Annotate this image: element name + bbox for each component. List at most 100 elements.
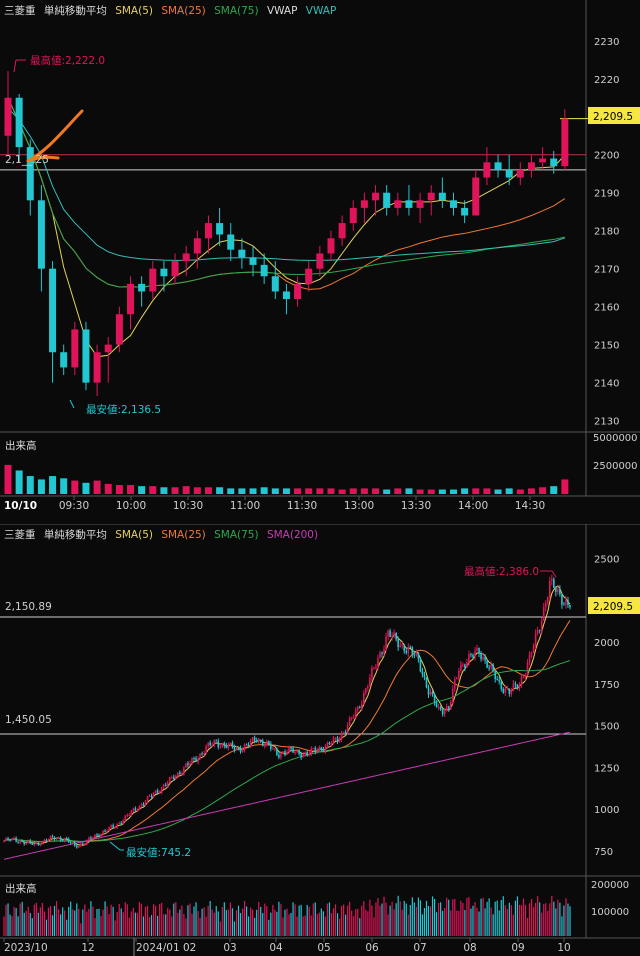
legend-sma5[interactable]: SMA(5)	[115, 5, 153, 17]
candle-body	[128, 814, 131, 816]
candle-body	[324, 746, 327, 752]
candle-body	[314, 747, 317, 752]
candle-body	[27, 840, 30, 843]
legend-sma200[interactable]: SMA(200)	[266, 529, 319, 541]
candle-body	[514, 683, 517, 685]
candle-body	[238, 249, 246, 258]
candle-body	[276, 748, 278, 755]
legend-sma25[interactable]: SMA(25)	[161, 529, 206, 541]
candle-body	[462, 664, 464, 666]
candle-body	[401, 644, 404, 646]
intraday-high-leader	[13, 59, 17, 73]
candle-body	[98, 835, 100, 837]
candle-body	[393, 632, 395, 636]
legend-vwap[interactable]: VWAP	[305, 5, 337, 17]
candle-body	[67, 838, 70, 843]
candle-body	[187, 763, 189, 766]
candle-body	[49, 836, 52, 840]
legend-sma5[interactable]: SMA(5)	[115, 529, 153, 541]
candle-body	[108, 827, 110, 831]
candle-body	[534, 633, 537, 646]
candle-body	[553, 579, 555, 588]
candle-body	[144, 801, 147, 806]
candle-body	[207, 742, 209, 747]
candle-body	[130, 810, 133, 815]
legend-sma25[interactable]: SMA(25)	[161, 5, 206, 17]
sma5-line	[3, 585, 571, 846]
volume-bar	[49, 476, 57, 494]
candle-body	[332, 738, 335, 744]
legend-sma75[interactable]: SMA(75)	[214, 5, 259, 17]
candle-body	[288, 747, 290, 753]
candle-body	[350, 717, 353, 719]
candle-body	[25, 842, 28, 845]
legend-vwap[interactable]: VWAP	[266, 5, 298, 17]
y-tick-label: 2500	[594, 555, 619, 566]
volume-bar	[60, 478, 68, 494]
candle-body	[456, 677, 458, 680]
volume-bar	[360, 488, 368, 494]
volume-bar	[527, 488, 535, 494]
candle-body	[326, 742, 329, 747]
volume-bar	[494, 489, 502, 494]
candle-body	[221, 743, 224, 747]
candle-body	[328, 742, 331, 744]
y-tick-label: 1000	[594, 805, 619, 816]
volume-bar	[160, 487, 168, 494]
daily-low-leader	[109, 841, 124, 851]
x-tick-label: 04	[269, 942, 283, 954]
candle-body	[112, 825, 114, 828]
candle-body	[223, 743, 226, 746]
candle-body	[472, 655, 474, 657]
candle-body	[164, 784, 167, 786]
x-tick-label: 06	[365, 942, 379, 954]
candle-body	[336, 737, 339, 742]
candle-body	[306, 751, 309, 755]
candle-body	[526, 662, 529, 675]
candle-body	[369, 677, 371, 687]
volume-bar	[115, 485, 123, 494]
candle-body	[500, 681, 503, 689]
x-tick-label: 09:30	[59, 500, 89, 512]
intraday-chart[interactable]: 2230222022102200219021802170216021502140…	[0, 0, 640, 518]
candle-body	[255, 740, 258, 743]
candle-body	[265, 741, 268, 746]
candle-body	[31, 842, 34, 845]
candle-body	[338, 739, 341, 742]
daily-chart[interactable]: 25002250200017501500125010007502023/1012…	[0, 524, 640, 956]
candle-body	[115, 314, 123, 345]
candle-body	[502, 688, 505, 693]
candle-body	[45, 840, 48, 842]
candle-body	[476, 648, 478, 651]
candle-body	[480, 653, 482, 660]
volume-bar	[416, 489, 424, 494]
candle-body	[538, 629, 541, 631]
x-tick-label: 12	[81, 942, 94, 954]
x-tick-label: 2024/01 02	[136, 942, 196, 954]
candle-body	[468, 654, 470, 663]
candle-body	[371, 667, 373, 678]
candle-body	[96, 834, 98, 836]
legend-sma75[interactable]: SMA(75)	[214, 529, 259, 541]
candle-body	[383, 648, 385, 654]
candle-body	[69, 842, 72, 844]
candle-body	[464, 664, 466, 668]
candle-body	[330, 743, 333, 745]
candle-body	[528, 654, 531, 663]
candle-body	[494, 162, 502, 170]
x-tick-label: 10:00	[116, 500, 146, 512]
candle-body	[405, 651, 408, 653]
daily-high-leader	[540, 570, 557, 578]
volume-bar	[15, 470, 23, 494]
candle-body	[352, 716, 355, 718]
candle-body	[494, 670, 497, 680]
candle-body	[116, 823, 118, 828]
intraday-low-leader	[69, 399, 75, 409]
candle-body	[486, 660, 488, 668]
y-tick-label: 2140	[594, 379, 619, 390]
candle-body	[551, 579, 553, 581]
volume-bar	[249, 488, 257, 494]
volume-bar	[483, 488, 491, 494]
volume-bar	[4, 464, 12, 494]
candle-body	[433, 694, 436, 704]
